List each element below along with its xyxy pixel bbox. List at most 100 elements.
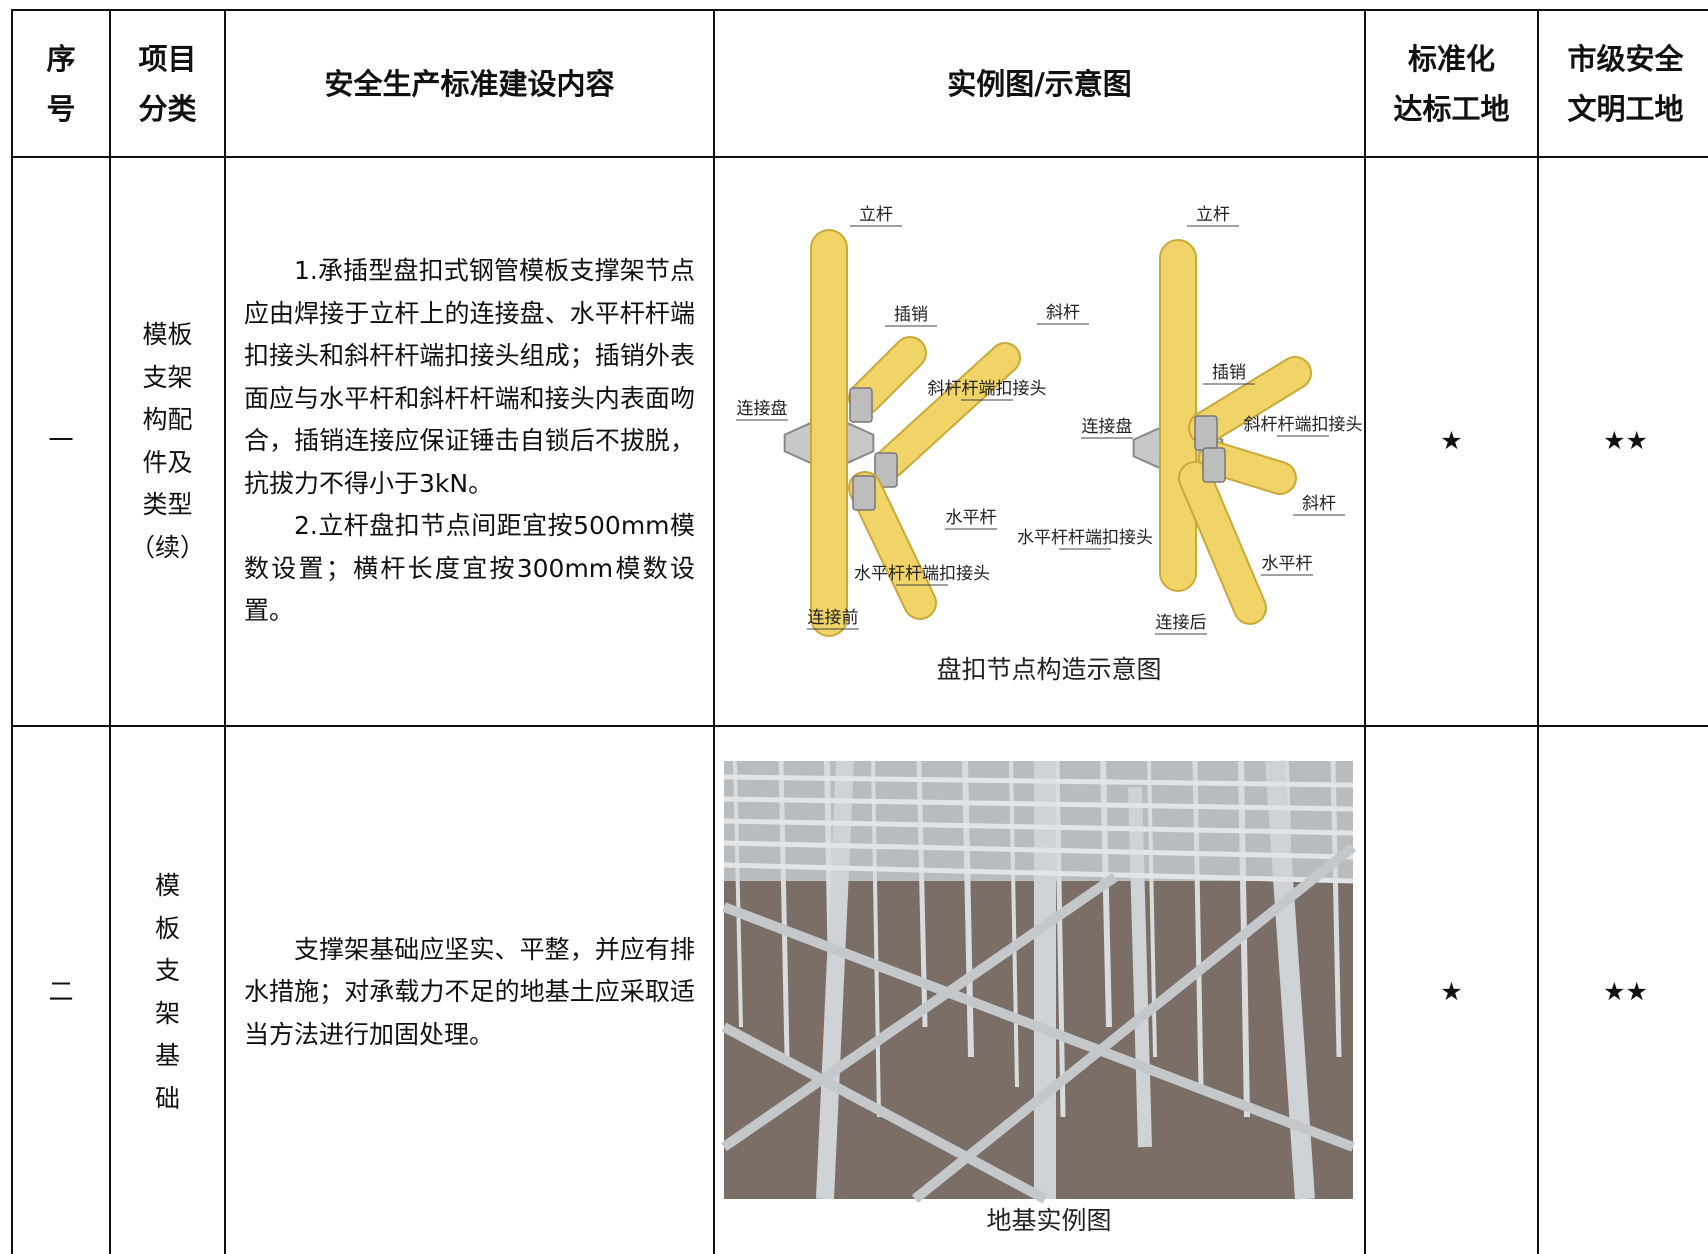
category-cell: 模板 支架 构配 件及 类型 （续） — [109, 156, 224, 725]
category-text-line: 板 — [154, 913, 180, 943]
diagram-label: 斜杆杆端扣接头 — [928, 379, 1047, 399]
category-text-line: 构配 — [142, 405, 193, 434]
coupler — [852, 475, 876, 511]
header-text: 市级安全 文明工地 — [1567, 34, 1683, 134]
diagram-label: 连接前 — [808, 608, 859, 628]
category-text: 模板支架基础 — [155, 865, 180, 1120]
scaffold-post — [778, 760, 790, 1058]
header-text-line: 标准化 — [1407, 41, 1495, 76]
diagram-label: 水平杆杆端扣接头 — [854, 564, 990, 584]
diagram-label: 斜杆杆端扣接头 — [1244, 415, 1363, 435]
standard-cell: ★ — [1364, 725, 1537, 1254]
header-text-line: 项目 — [138, 41, 197, 76]
scaffold-brace — [911, 843, 1357, 1203]
row-index: 二 — [48, 977, 74, 1007]
content-text: 支撑架基础应坚实、平整，并应有排水措施；对承载力不足的地基土应采取适当方法进行加… — [244, 929, 695, 1057]
category-text-line: 件及 — [142, 447, 193, 477]
figure-cell: 立杆 插销 斜杆 斜杆杆端扣接头 连接盘 水平杆 水平杆杆端扣接头 连接前 立杆 插销 连接盘 斜杆杆… — [713, 156, 1364, 725]
scaffold-ledger — [723, 796, 1354, 812]
category-text-line: 基 — [154, 1041, 180, 1070]
coupler — [1194, 415, 1218, 451]
header-category: 项目 分类 — [109, 9, 224, 156]
diagram-label: 斜杆 — [1046, 303, 1080, 323]
diagram-label: 水平杆 — [1262, 554, 1313, 574]
star-rating: ★ — [1440, 977, 1463, 1007]
diagram-label: 插销 — [894, 305, 928, 325]
scaffold-ledger — [723, 862, 1354, 884]
diagram-label: 水平杆杆端扣接头 — [1017, 528, 1153, 548]
header-figure: 实例图/示意图 — [713, 9, 1364, 156]
diagram-label: 连接盘 — [1082, 417, 1133, 437]
paragraph: 1.承插型盘扣式钢管模板支撑架节点应由焊接于立杆上的连接盘、水平杆杆端扣接头和斜… — [244, 256, 695, 498]
category-text: 模板 支架 构配 件及 类型 （续） — [130, 314, 205, 569]
diagram-label: 斜杆 — [1302, 494, 1336, 514]
scaffold-ledger — [723, 840, 1354, 860]
category-text-line: 模 — [154, 871, 180, 900]
figure-caption: 盘扣节点构造示意图 — [936, 655, 1161, 684]
coupler — [874, 452, 898, 488]
scaffold-post — [816, 760, 854, 1200]
standard-cell: ★ — [1364, 156, 1537, 725]
header-text-line: 号 — [46, 91, 76, 126]
scaffold-post — [1128, 786, 1152, 1148]
scaffold-brace — [721, 872, 1118, 1152]
scaffold-post — [962, 760, 974, 1058]
row-index: 一 — [48, 426, 74, 456]
scaffold-post — [1192, 760, 1204, 1088]
scaffold-post — [1054, 760, 1066, 1118]
civil-cell: ★★ — [1537, 725, 1708, 1254]
diagram-label: 立杆 — [859, 205, 893, 225]
scaffold-post — [1009, 760, 1019, 1088]
header-content: 安全生产标准建设内容 — [224, 9, 713, 156]
category-text-line: （续） — [129, 532, 205, 562]
star-rating: ★★ — [1603, 426, 1648, 456]
header-text: 标准化 达标工地 — [1393, 34, 1509, 134]
header-text: 实例图/示意图 — [947, 59, 1132, 109]
header-text-line: 市级安全 — [1567, 41, 1684, 76]
category-text-line: 类型 — [142, 490, 193, 519]
figure-caption: 地基实例图 — [986, 1206, 1111, 1235]
scaffold-ledger — [723, 774, 1354, 788]
content-text: 1.承插型盘扣式钢管模板支撑架节点应由焊接于立杆上的连接盘、水平杆杆端扣接头和斜… — [244, 250, 695, 633]
header-civil: 市级安全 文明工地 — [1537, 9, 1708, 156]
pipe — [876, 344, 1019, 477]
index-cell: 二 — [11, 725, 109, 1254]
header-text-line: 文明工地 — [1567, 91, 1684, 126]
content-cell: 支撑架基础应坚实、平整，并应有排水措施；对承载力不足的地基土应采取适当方法进行加… — [224, 725, 713, 1254]
header-index: 序号 — [11, 9, 109, 156]
diagram-label: 立杆 — [1196, 205, 1230, 225]
header-text: 安全生产标准建设内容 — [324, 59, 614, 109]
star-rating: ★ — [1440, 426, 1463, 456]
figure: 地基实例图 — [721, 760, 1357, 1235]
scaffold-ledger — [723, 818, 1354, 836]
category-text-line: 架 — [154, 998, 180, 1028]
diagram-label: 连接盘 — [737, 399, 788, 419]
header-text-line: 分类 — [138, 91, 197, 126]
diagram-label: 插销 — [1212, 363, 1246, 383]
scaffold-brace — [722, 902, 1355, 1152]
civil-cell: ★★ — [1537, 156, 1708, 725]
diagram-label: 连接后 — [1156, 613, 1207, 633]
header-text: 项目 分类 — [138, 34, 196, 134]
header-text: 序号 — [46, 34, 75, 134]
pipe — [1200, 443, 1295, 493]
coupler — [1202, 447, 1226, 483]
pipe — [1190, 358, 1310, 443]
category-text-line: 础 — [154, 1083, 180, 1113]
paragraph: 支撑架基础应坚实、平整，并应有排水措施；对承载力不足的地基土应采取适当方法进行加… — [244, 934, 695, 1049]
category-text-line: 支架 — [142, 362, 193, 392]
pipe — [1180, 463, 1265, 623]
paragraph: 2.立杆盘扣节点间距宜按500mm模数设置；横杆长度宜按300mm模数设置。 — [244, 511, 695, 626]
scaffold-post — [733, 760, 743, 1028]
header-text-line: 序 — [46, 41, 76, 76]
scaffold-brace — [721, 1022, 1048, 1204]
category-text-line: 支 — [154, 956, 180, 985]
content-cell: 1.承插型盘扣式钢管模板支撑架节点应由焊接于立杆上的连接盘、水平杆杆端扣接头和斜… — [224, 156, 713, 725]
header-text-line: 达标工地 — [1393, 91, 1510, 126]
header-standard: 标准化 达标工地 — [1364, 9, 1537, 156]
index-cell: 一 — [11, 156, 109, 725]
scaffold-post — [871, 760, 881, 1118]
category-cell: 模板支架基础 — [109, 725, 224, 1254]
coupler — [849, 387, 873, 423]
